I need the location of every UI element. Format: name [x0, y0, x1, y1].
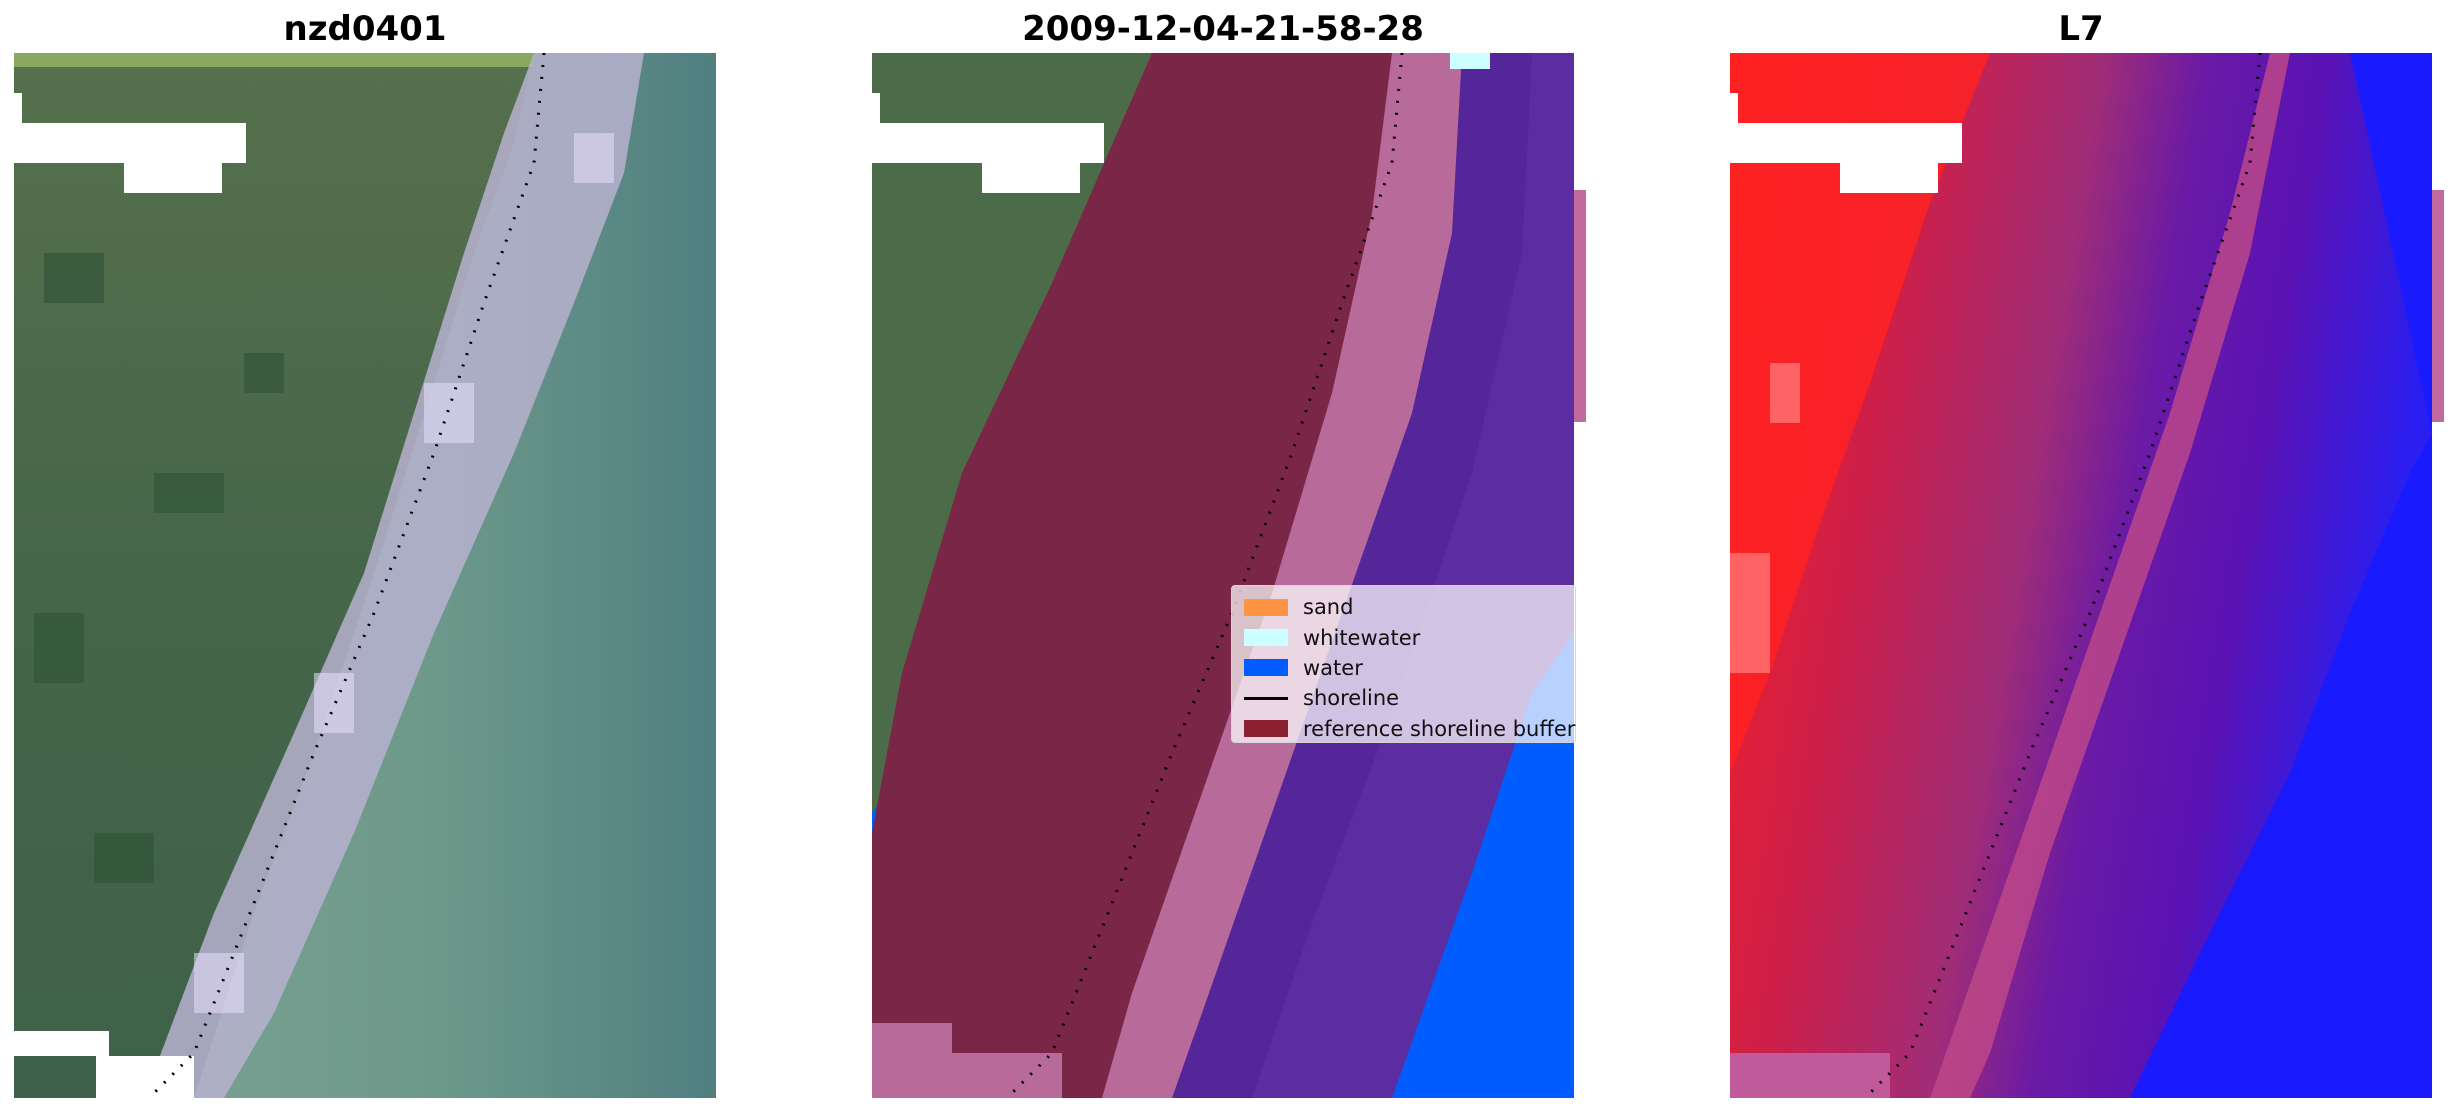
- rgb-image-panel: [14, 53, 716, 1098]
- classified-image-panel: [872, 53, 1574, 1098]
- legend-item-shoreline: shoreline: [1240, 683, 1567, 713]
- classified-image: [872, 53, 1574, 1098]
- rgb-satellite-image: [14, 53, 716, 1098]
- index-image-panel: [1730, 53, 2432, 1098]
- legend: sand whitewater water shoreline referenc…: [1231, 585, 1576, 743]
- shoreline-dots: [147, 53, 546, 1098]
- buffer-swatch: [1244, 720, 1288, 738]
- legend-item-sand: sand: [1240, 592, 1567, 622]
- shoreline-dots: [1863, 53, 2262, 1098]
- whitewater-swatch: [1244, 629, 1288, 647]
- legend-item-whitewater: whitewater: [1240, 622, 1567, 652]
- shoreline-swatch: [1244, 696, 1288, 700]
- legend-label: sand: [1303, 595, 1354, 620]
- edge-patch: [1574, 190, 1586, 422]
- panel-title-rgb: nzd0401: [283, 9, 447, 49]
- panel-title-index: L7: [2058, 9, 2104, 49]
- legend-item-buffer: reference shoreline buffer: [1240, 714, 1575, 744]
- legend-item-water: water: [1240, 653, 1567, 683]
- legend-label: whitewater: [1303, 625, 1421, 650]
- water-swatch: [1244, 659, 1288, 677]
- panel-title-classified: 2009-12-04-21-58-28: [1022, 9, 1424, 49]
- sand-swatch: [1244, 598, 1288, 616]
- legend-label: shoreline: [1303, 686, 1400, 711]
- index-image: [1730, 53, 2432, 1098]
- edge-patch: [2432, 190, 2444, 422]
- legend-label: reference shoreline buffer: [1303, 716, 1576, 741]
- legend-label: water: [1303, 655, 1363, 680]
